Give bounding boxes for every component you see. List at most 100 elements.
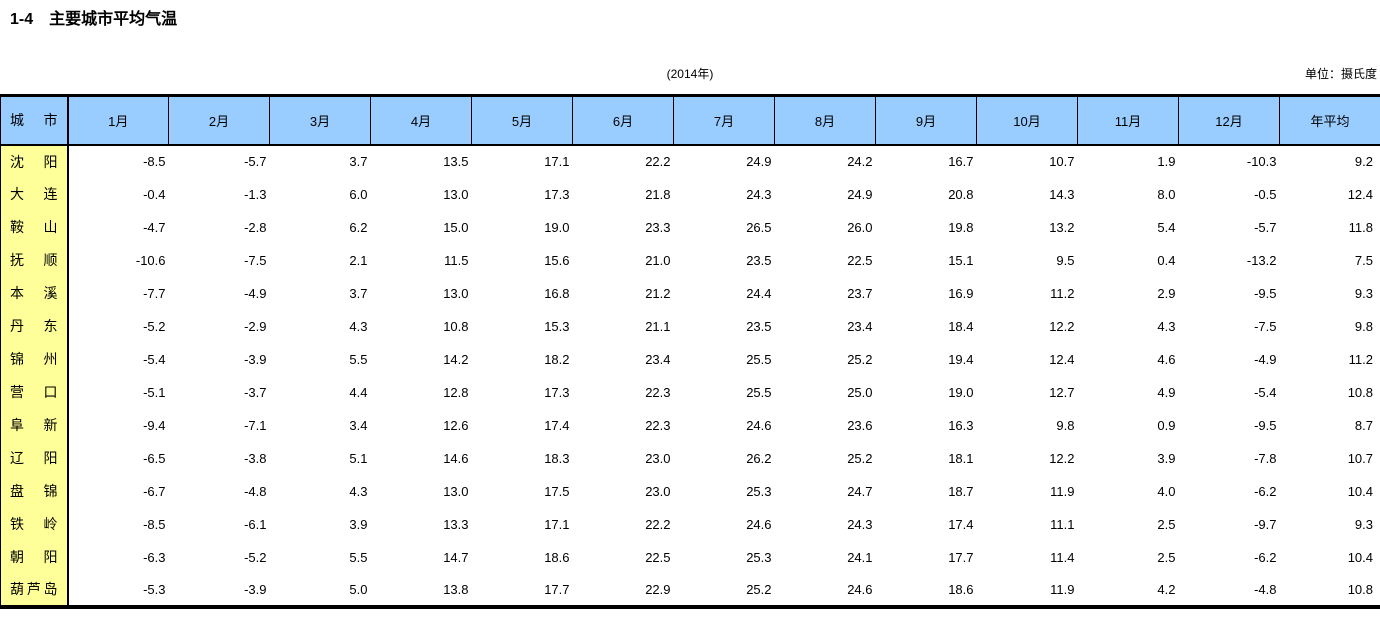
table-row: 丹东 -5.2 -2.9 4.3 10.8 15.3 21.1 23.5 23.4 18.4 12.… xyxy=(0,309,1380,343)
month-temp-cell: 2.1 xyxy=(349,252,368,268)
city-cell: 丹东 xyxy=(0,309,69,343)
month-temp-cell: 8.0 xyxy=(1157,186,1176,202)
month-temp-cell: 22.3 xyxy=(645,417,671,433)
month-temp-cell: 20.8 xyxy=(948,186,974,202)
month-temp-cell: 25.5 xyxy=(746,351,772,367)
month-temp-cell: 11.9 xyxy=(1050,581,1075,597)
month-temp-cell: 24.9 xyxy=(847,186,873,202)
month-temp-cell: 21.8 xyxy=(645,186,671,202)
month-temp-cell: -2.8 xyxy=(244,219,267,235)
month-temp-cell: 3.9 xyxy=(349,516,368,532)
month-temp-cell: 18.1 xyxy=(948,450,974,466)
month-temp-cell: 22.2 xyxy=(645,516,671,532)
month-temp-cell: 14.7 xyxy=(443,549,469,565)
annual-average-cell: 10.4 xyxy=(1347,483,1373,499)
month-temp-cell: 23.3 xyxy=(645,219,671,235)
month-temp-cell: -6.3 xyxy=(143,549,166,565)
month-temp-cell: 5.4 xyxy=(1157,219,1176,235)
month-temp-cell: -6.5 xyxy=(143,450,166,466)
year-caption: (2014年) xyxy=(666,67,714,81)
month-temp-cell: 23.4 xyxy=(847,318,873,334)
city-cell: 盘锦 xyxy=(0,474,69,508)
month-temp-cell: 25.3 xyxy=(746,549,772,565)
month-temp-cell: 17.5 xyxy=(544,483,570,499)
table-row: 铁岭 -8.5 -6.1 3.9 13.3 17.1 22.2 24.6 24.3 17.4 11.… xyxy=(0,507,1380,541)
table-row: 阜新 -9.4 -7.1 3.4 12.6 17.4 22.3 24.6 23.6 16.3 9.8… xyxy=(0,408,1380,442)
month-temp-cell: 22.2 xyxy=(645,154,671,169)
month-temp-cell: -4.7 xyxy=(143,219,166,235)
month-temp-cell: 9.5 xyxy=(1056,252,1075,268)
column-header-month-5: 5月 xyxy=(471,95,573,146)
month-temp-cell: 17.7 xyxy=(544,581,570,597)
month-temp-cell: -6.2 xyxy=(1254,549,1277,565)
month-temp-cell: -6.1 xyxy=(244,516,267,532)
month-temp-cell: 13.0 xyxy=(443,483,469,499)
month-temp-cell: 16.8 xyxy=(544,285,570,301)
month-temp-cell: -8.5 xyxy=(143,154,166,169)
city-cell: 本溪 xyxy=(0,276,69,310)
month-temp-cell: 22.3 xyxy=(645,384,671,400)
table-row: 沈阳 -8.5 -5.7 3.7 13.5 17.1 22.2 24.9 24.2 16.7 10.… xyxy=(0,144,1380,178)
annual-average-cell: 9.3 xyxy=(1354,285,1373,301)
annual-average-cell: 11.8 xyxy=(1348,219,1373,235)
table-row: 鞍山 -4.7 -2.8 6.2 15.0 19.0 23.3 26.5 26.0 19.8 13.… xyxy=(0,210,1380,244)
column-header-annual: 年平均 xyxy=(1279,95,1380,146)
month-temp-cell: -5.1 xyxy=(143,384,166,400)
month-temp-cell: -13.2 xyxy=(1246,252,1277,268)
annual-average-cell: 9.3 xyxy=(1354,516,1373,532)
page-title: 1-4 主要城市平均气温 xyxy=(10,11,178,28)
month-temp-cell: 12.2 xyxy=(1049,318,1075,334)
month-temp-cell: -1.3 xyxy=(244,186,267,202)
month-temp-cell: -4.9 xyxy=(244,285,267,301)
city-cell: 铁岭 xyxy=(0,507,69,541)
month-temp-cell: 15.1 xyxy=(948,252,974,268)
month-temp-cell: 4.2 xyxy=(1157,581,1176,597)
month-temp-cell: 6.0 xyxy=(349,186,368,202)
column-header-month-7: 7月 xyxy=(673,95,775,146)
column-header-month-2: 2月 xyxy=(168,95,270,146)
month-temp-cell: -5.3 xyxy=(143,581,166,597)
month-temp-cell: 19.4 xyxy=(948,351,974,367)
city-cell: 鞍山 xyxy=(0,210,69,244)
month-temp-cell: -4.8 xyxy=(1254,581,1277,597)
month-temp-cell: -5.7 xyxy=(1254,219,1277,235)
month-temp-cell: 23.7 xyxy=(847,285,873,301)
table-row: 锦州 -5.4 -3.9 5.5 14.2 18.2 23.4 25.5 25.2 19.4 12.… xyxy=(0,342,1380,376)
month-temp-cell: -7.8 xyxy=(1254,450,1277,466)
city-cell: 葫芦岛 xyxy=(0,573,69,607)
table-row: 葫芦岛 -5.3 -3.9 5.0 13.8 17.7 22.9 25.2 24.6 18.6 11… xyxy=(0,573,1380,607)
month-temp-cell: 22.5 xyxy=(645,549,671,565)
month-temp-cell: 4.9 xyxy=(1157,384,1176,400)
month-temp-cell: -0.4 xyxy=(143,186,166,202)
month-temp-cell: -3.7 xyxy=(244,384,267,400)
month-temp-cell: 25.2 xyxy=(746,581,772,597)
month-temp-cell: 5.5 xyxy=(349,549,368,565)
annual-average-cell: 10.8 xyxy=(1347,384,1373,400)
month-temp-cell: 23.4 xyxy=(645,351,671,367)
annual-average-cell: 12.4 xyxy=(1347,186,1373,202)
month-temp-cell: 25.5 xyxy=(746,384,772,400)
month-temp-cell: 23.0 xyxy=(645,483,671,499)
month-temp-cell: 14.6 xyxy=(443,450,469,466)
month-temp-cell: 24.4 xyxy=(746,285,772,301)
annual-average-cell: 9.2 xyxy=(1354,154,1373,169)
table-row: 辽阳 -6.5 -3.8 5.1 14.6 18.3 23.0 26.2 25.2 18.1 12.… xyxy=(0,441,1380,475)
month-temp-cell: -7.5 xyxy=(244,252,267,268)
city-cell: 营口 xyxy=(0,375,69,409)
city-cell: 朝阳 xyxy=(0,540,69,574)
month-temp-cell: 13.8 xyxy=(443,581,469,597)
month-temp-cell: 10.8 xyxy=(443,318,469,334)
month-temp-cell: 10.7 xyxy=(1049,154,1075,169)
table-caption-row: (2014年) 单位：摄氏度 xyxy=(0,66,1380,82)
header-row: 城市 1月 2月 3月 4月 5月 6月 7月 8月 9月 10月 11月 12… xyxy=(0,95,1380,146)
month-temp-cell: 15.6 xyxy=(544,252,570,268)
annual-average-cell: 10.7 xyxy=(1347,450,1373,466)
month-temp-cell: -5.4 xyxy=(1254,384,1277,400)
month-temp-cell: -5.4 xyxy=(143,351,166,367)
month-temp-cell: 15.0 xyxy=(443,219,469,235)
month-temp-cell: 3.4 xyxy=(349,417,368,433)
column-header-city: 城市 xyxy=(0,95,69,146)
month-temp-cell: 1.9 xyxy=(1157,154,1176,169)
month-temp-cell: 17.3 xyxy=(544,384,570,400)
month-temp-cell: 14.2 xyxy=(443,351,469,367)
